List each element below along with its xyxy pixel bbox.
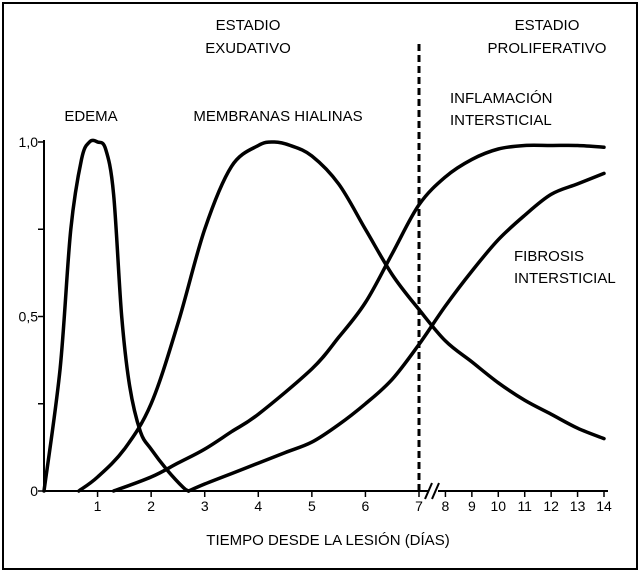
x-tick-label: 1 <box>94 498 102 514</box>
x-tick-label: 6 <box>362 498 370 514</box>
x-tick-label: 7 <box>415 498 423 514</box>
x-tick-label: 14 <box>596 498 612 514</box>
stage-exudative-line1: ESTADIO <box>216 17 281 34</box>
x-tick-label: 10 <box>490 498 506 514</box>
stage-proliferative-line1: ESTADIO <box>515 17 580 34</box>
y-tick-label: 1,0 <box>19 134 39 150</box>
series-label-hyaline-membranes: MEMBRANAS HIALINAS <box>193 108 362 125</box>
x-tick-label: 12 <box>543 498 559 514</box>
axis-break-slash <box>424 482 433 500</box>
x-tick-label: 9 <box>468 498 476 514</box>
x-tick-label: 11 <box>517 498 532 514</box>
axis-break-slash <box>431 482 440 500</box>
axes <box>43 140 608 492</box>
x-tick-label: 8 <box>442 498 450 514</box>
series-line-fibrosis-intersticial <box>186 171 606 493</box>
series-label-inflammation-line1: INFLAMACIÓN <box>450 90 553 107</box>
series-line-membranas-hialinas <box>77 140 606 493</box>
axis-break-mark <box>424 482 440 500</box>
series-line-inflamacion-intersticial <box>111 143 606 493</box>
x-tick-label: 2 <box>147 498 155 514</box>
x-tick-label: 4 <box>254 498 262 514</box>
axis-break-gap <box>428 487 438 495</box>
series-label-fibrosis-line1: FIBROSIS <box>514 248 584 265</box>
x-axis-title: TIEMPO DESDE LA LESIÓN (DÍAS) <box>206 532 449 549</box>
x-tick-label: 13 <box>570 498 586 514</box>
x-tick-label: 5 <box>308 498 316 514</box>
y-tick-label: 0 <box>30 483 38 499</box>
curve-group <box>42 138 606 493</box>
x-tick-label: 3 <box>201 498 209 514</box>
series-label-edema: EDEMA <box>64 108 117 125</box>
series-line-edema <box>42 138 191 493</box>
y-tick-label: 0,5 <box>19 309 39 325</box>
stage-proliferative-line2: PROLIFERATIVO <box>488 40 607 57</box>
series-label-fibrosis-line2: INTERSTICIAL <box>514 270 616 287</box>
series-label-inflammation-line2: INTERSTICIAL <box>450 112 552 129</box>
stage-exudative-line2: EXUDATIVO <box>205 40 291 57</box>
